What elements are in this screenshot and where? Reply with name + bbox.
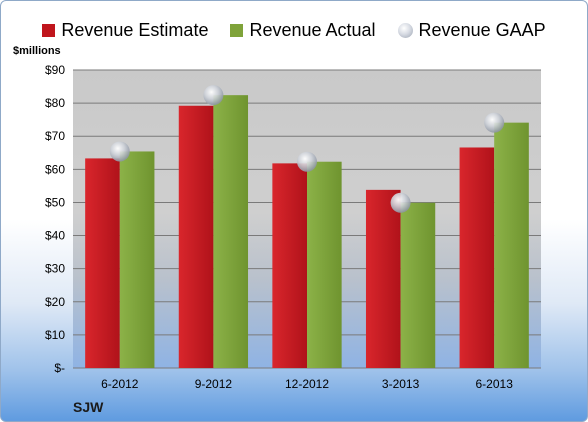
bar-revenue-estimate (85, 158, 120, 368)
y-tick-label: $80 (45, 96, 65, 110)
chart-legend: Revenue Estimate Revenue Actual Revenue … (1, 15, 587, 45)
bar-revenue-estimate (365, 189, 401, 368)
y-tick-label: $60 (45, 162, 65, 176)
marker-revenue-gaap (484, 112, 505, 133)
legend-label-gaap: Revenue GAAP (418, 19, 546, 40)
y-axis-label: $millions (13, 45, 61, 57)
marker-revenue-gaap (203, 85, 224, 106)
legend-item-estimate: Revenue Estimate (42, 20, 208, 41)
x-tick-label: 12-2012 (285, 377, 329, 391)
marker-revenue-gaap (109, 141, 130, 162)
company-ticker: SJW (73, 399, 104, 415)
y-tick-label: $40 (45, 229, 65, 243)
x-tick-label: 9-2012 (195, 377, 233, 391)
y-tick-label: $90 (45, 63, 65, 77)
x-tick-label: 6-2013 (476, 377, 514, 391)
x-tick-label: 6-2012 (101, 377, 139, 391)
bar-revenue-actual (307, 161, 342, 368)
y-tick-label: $20 (45, 295, 65, 309)
marker-revenue-gaap (297, 151, 317, 172)
bar-revenue-actual (400, 202, 436, 368)
legend-swatch-gaap (397, 22, 413, 38)
bar-revenue-actual (213, 95, 249, 369)
legend-swatch-estimate (42, 23, 56, 37)
y-tick-label: $- (54, 361, 65, 375)
marker-revenue-gaap (390, 192, 411, 213)
y-tick-label: $70 (45, 129, 65, 143)
y-tick-label: $30 (45, 262, 65, 276)
legend-item-actual: Revenue Actual (230, 19, 376, 41)
bar-revenue-actual (119, 151, 155, 368)
x-tick-label: 3-2013 (382, 377, 420, 391)
legend-label-estimate: Revenue Estimate (61, 19, 209, 40)
bar-revenue-estimate (178, 105, 214, 368)
bar-revenue-estimate (272, 163, 307, 368)
legend-label-actual: Revenue Actual (249, 19, 376, 40)
bar-revenue-estimate (459, 147, 495, 368)
legend-swatch-actual (230, 23, 244, 37)
y-tick-label: $50 (45, 195, 65, 209)
bar-revenue-actual (494, 122, 529, 368)
legend-item-gaap: Revenue GAAP (397, 19, 546, 41)
y-tick-label: $10 (45, 328, 65, 342)
